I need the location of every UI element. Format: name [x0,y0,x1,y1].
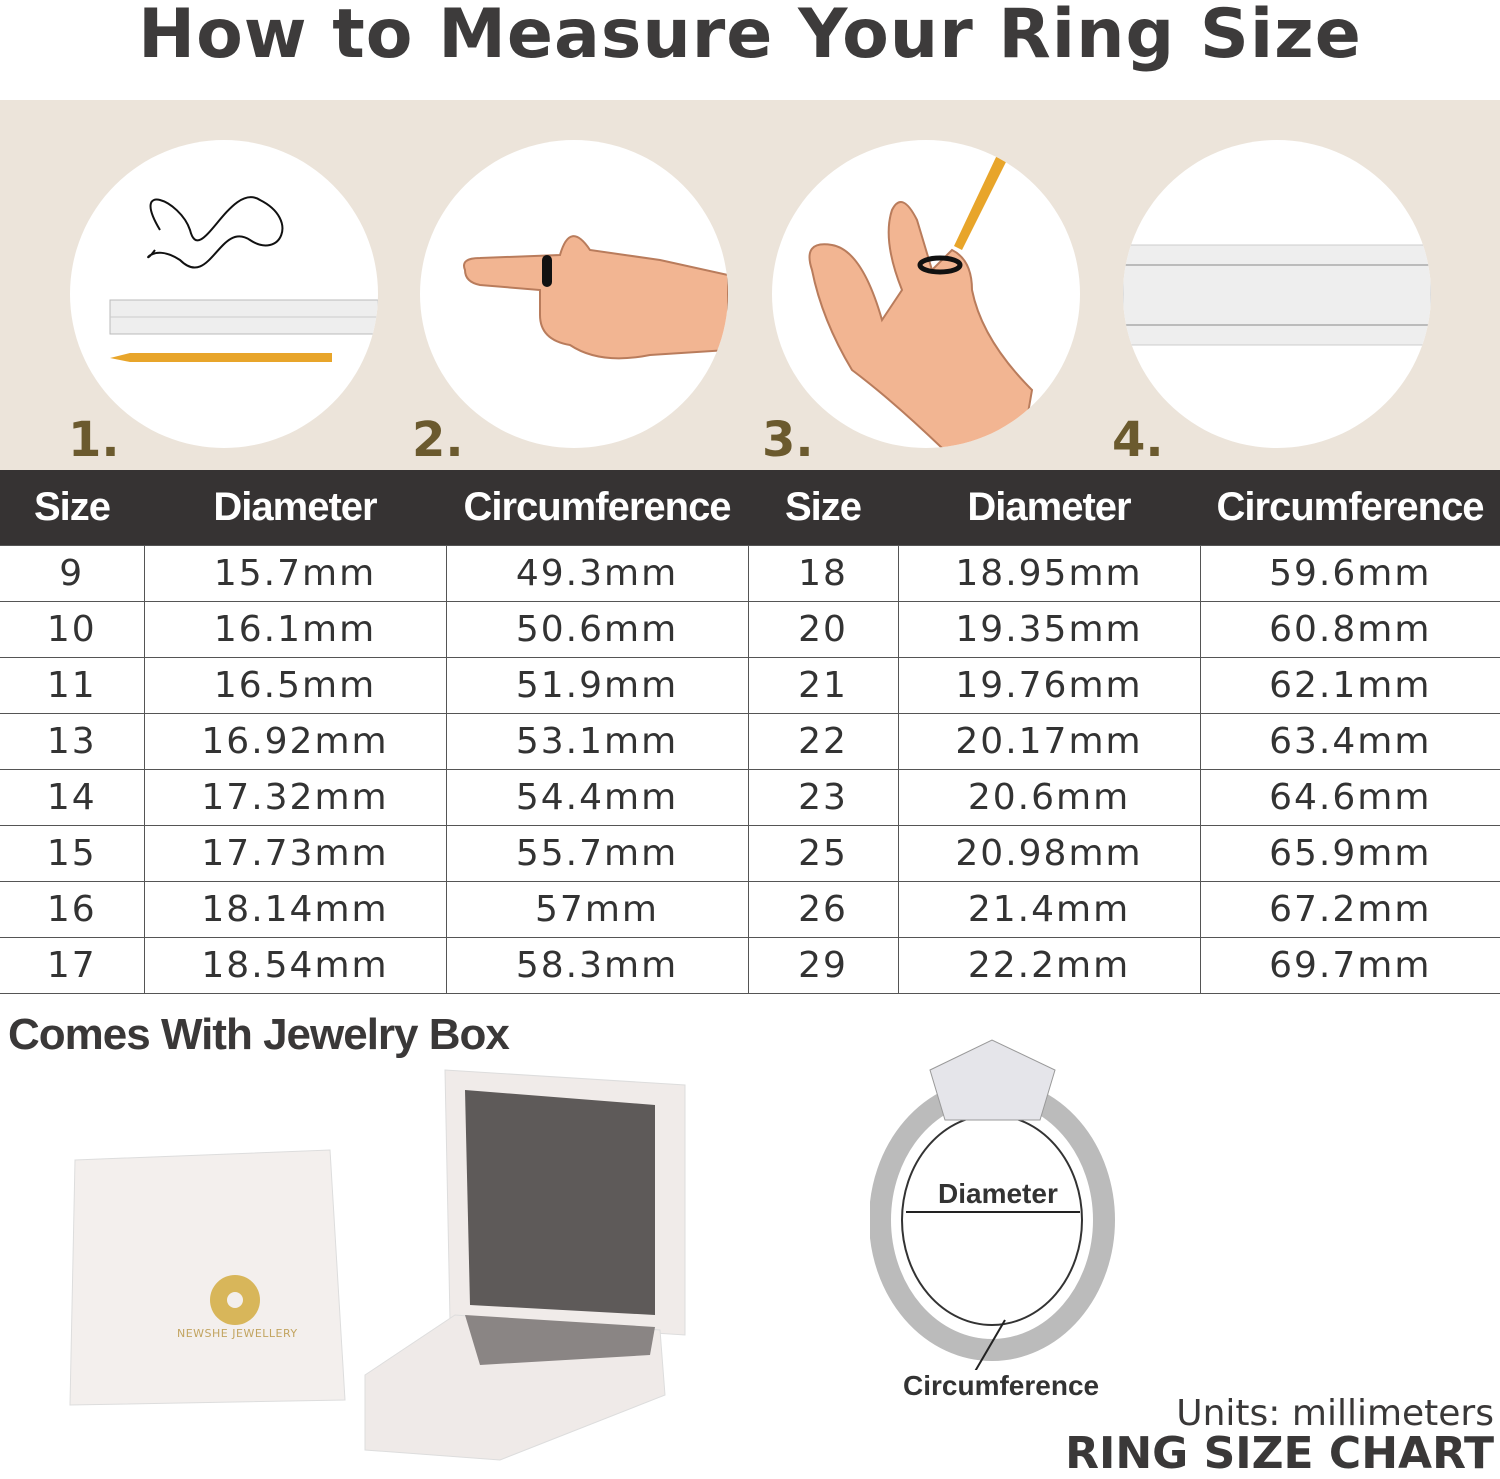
table-row: 15 17.73mm 55.7mm 25 20.98mm 65.9mm [0,824,1500,882]
step-number: 2. [412,412,464,468]
step-number: 4. [1112,412,1164,468]
step-2-illustration [420,140,728,448]
table-cell: 49.3mm [445,544,749,602]
table-cell: 16.1mm [143,600,447,658]
table-cell: 17 [0,936,145,994]
table-cell: 21.4mm [897,880,1201,938]
table-cell: 69.7mm [1199,936,1500,994]
table-cell: 18.54mm [143,936,447,994]
hand-marking-string-icon [808,155,1034,448]
table-cell: 51.9mm [445,656,749,714]
table-cell: 55.7mm [445,824,749,882]
table-cell: 15.7mm [143,544,447,602]
table-cell: 18.14mm [143,880,447,938]
chart-title: RING SIZE CHART [1065,1428,1494,1479]
table-cell: 15 [0,824,145,882]
table-row: 16 18.14mm 57mm 26 21.4mm 67.2mm [0,880,1500,938]
table-cell: 22 [747,712,899,770]
string-ruler-pencil-icon [109,196,378,362]
table-row: 13 16.92mm 53.1mm 22 20.17mm 63.4mm [0,712,1500,770]
table-cell: 19.35mm [897,600,1201,658]
table-cell: 16.92mm [143,712,447,770]
jewelry-box-illustration [69,1069,686,1461]
table-cell: 20 [747,600,899,658]
table-cell: 65.9mm [1199,824,1500,882]
step-4-illustration [1123,140,1431,448]
table-cell: 60.8mm [1199,600,1500,658]
table-cell: 20.6mm [897,768,1201,826]
column-header: Size [748,470,898,545]
table-cell: 20.17mm [897,712,1201,770]
table-cell: 29 [747,936,899,994]
table-cell: 25 [747,824,899,882]
table-cell: 21 [747,656,899,714]
table-cell: 64.6mm [1199,768,1500,826]
table-cell: 53.1mm [445,712,749,770]
table-cell: 18 [747,544,899,602]
table-cell: 26 [747,880,899,938]
column-header: Size [0,470,144,545]
step-3-illustration [772,140,1080,448]
table-row: 14 17.32mm 54.4mm 23 20.6mm 64.6mm [0,768,1500,826]
column-header: Diameter [898,470,1200,545]
ring-size-table: Size Diameter Circumference Size Diameter Cir… [0,470,1500,994]
jewelry-box-heading: Comes With Jewelry Box [8,1010,510,1059]
table-row: 9 15.7mm 49.3mm 18 18.95mm 59.6mm [0,544,1500,602]
column-header: Diameter [144,470,446,545]
table-cell: 9 [0,544,145,602]
table-cell: 63.4mm [1199,712,1500,770]
table-cell: 58.3mm [445,936,749,994]
table-header: Size Diameter Circumference Size Diameter Cir… [0,470,1500,545]
table-cell: 17.73mm [143,824,447,882]
table-cell: 59.6mm [1199,544,1500,602]
table-cell: 13 [0,712,145,770]
brand-name: NEWSHE JEWELLERY [177,1327,298,1340]
page-title: How to Measure Your Ring Size [138,0,1362,74]
step-number: 1. [68,412,120,468]
table-cell: 62.1mm [1199,656,1500,714]
table-cell: 18.95mm [897,544,1201,602]
ring-diagram [870,1039,1115,1370]
step-1-illustration [70,140,378,448]
table-cell: 14 [0,768,145,826]
diameter-label: Diameter [938,1178,1058,1209]
table-cell: 16 [0,880,145,938]
units-label: Units: millimeters [1176,1393,1494,1434]
table-cell: 10 [0,600,145,658]
table-cell: 67.2mm [1199,880,1500,938]
column-header: Circumference [1200,470,1500,545]
table-cell: 20.98mm [897,824,1201,882]
circumference-label: Circumference [903,1370,1100,1401]
table-cell: 50.6mm [445,600,749,658]
table-cell: 57mm [445,880,749,938]
table-cell: 19.76mm [897,656,1201,714]
table-cell: 54.4mm [445,768,749,826]
column-header: Circumference [446,470,748,545]
ruler-icon [1123,244,1431,346]
table-row: 17 18.54mm 58.3mm 29 22.2mm 69.7mm [0,936,1500,994]
hand-with-string-icon [463,235,728,360]
steps-band: 1. 2. 3. 4. [0,100,1500,470]
table-cell: 16.5mm [143,656,447,714]
table-cell: 23 [747,768,899,826]
step-number: 3. [762,412,814,468]
table-cell: 17.32mm [143,768,447,826]
table-row: 10 16.1mm 50.6mm 20 19.35mm 60.8mm [0,600,1500,658]
table-cell: 11 [0,656,145,714]
table-cell: 22.2mm [897,936,1201,994]
table-row: 11 16.5mm 51.9mm 21 19.76mm 62.1mm [0,656,1500,714]
